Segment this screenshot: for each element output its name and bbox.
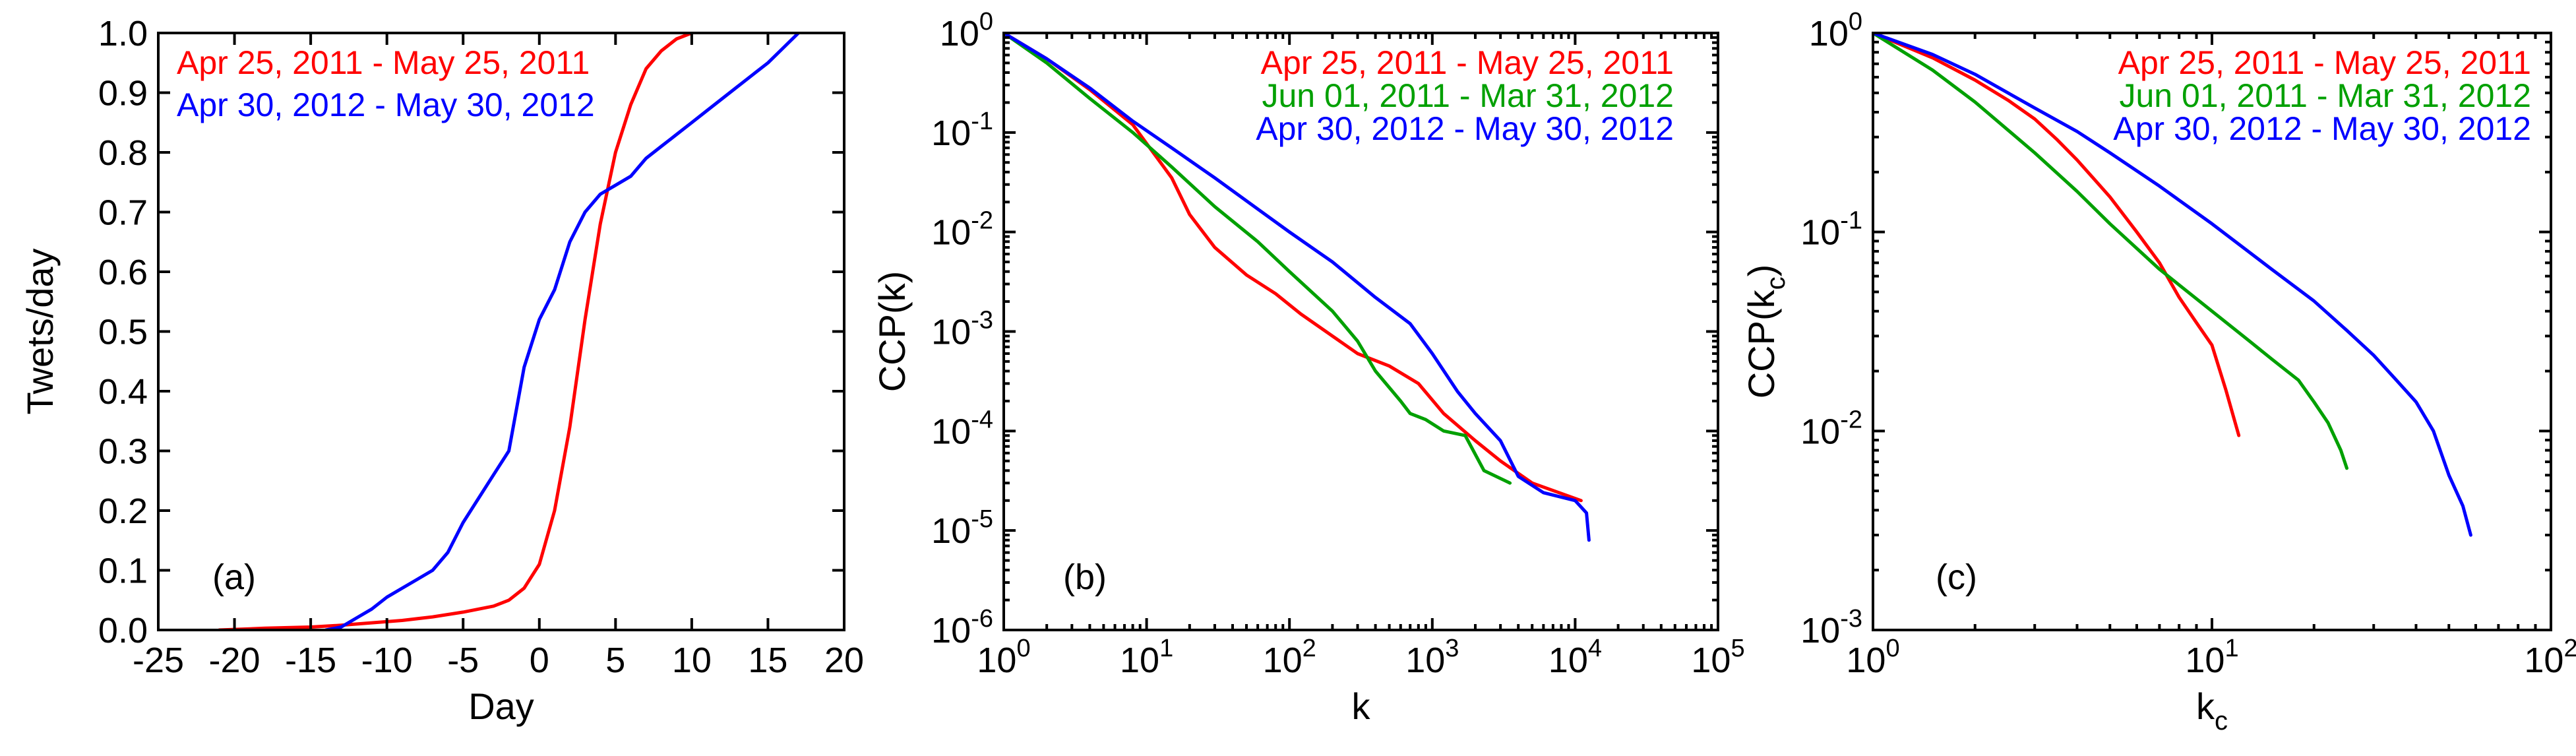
y-tick-label-b: 10-4	[931, 406, 993, 451]
x-tick-label-a: -20	[209, 641, 261, 680]
x-tick-label-b: 101	[1120, 635, 1173, 680]
series-line-b-0	[1004, 33, 1583, 503]
x-tick-label-b: 105	[1691, 635, 1744, 680]
y-tick-label-a: 0.3	[98, 432, 148, 472]
legend-entry-b-0: Apr 25, 2011 - May 25, 2011	[1261, 44, 1674, 81]
legend-entry-a-1: Apr 30, 2012 - May 30, 2012	[177, 86, 595, 123]
x-tick-label-a: -10	[361, 641, 413, 680]
series-line-b-2	[1004, 33, 1591, 542]
x-tick-label-b: 100	[977, 635, 1030, 680]
x-axis-title-a: Day	[468, 685, 534, 727]
x-tick-label-c: 102	[2524, 635, 2576, 680]
y-axis-title-a: Twets/day	[19, 248, 61, 414]
y-tick-label-c: 10-1	[1800, 207, 1862, 253]
panel-label-a: (a)	[212, 557, 256, 597]
x-tick-label-c: 101	[2185, 635, 2238, 680]
series-line-c-1	[1873, 33, 2348, 470]
y-tick-label-b: 100	[940, 8, 993, 53]
x-tick-label-a: 15	[748, 641, 787, 680]
y-tick-label-a: 0.6	[98, 253, 148, 292]
x-tick-label-a: 20	[824, 641, 864, 680]
series-line-c-0	[1873, 33, 2241, 437]
x-tick-label-a: 5	[605, 641, 625, 680]
legend-entry-b-1: Jun 01, 2011 - Mar 31, 2012	[1262, 77, 1674, 114]
y-tick-label-a: 0.5	[98, 313, 148, 352]
x-tick-label-a: -25	[133, 641, 184, 680]
y-tick-label-a: 1.0	[98, 14, 148, 53]
y-tick-label-a: 0.4	[98, 372, 148, 412]
series-line-c-2	[1873, 33, 2472, 537]
legend-entry-c-2: Apr 30, 2012 - May 30, 2012	[2113, 110, 2531, 147]
x-axis-title-c: kc	[2196, 685, 2228, 736]
y-tick-label-a: 0.8	[98, 133, 148, 173]
x-axis-title-b: k	[1352, 685, 1371, 727]
y-tick-label-b: 10-3	[931, 307, 993, 352]
y-tick-label-a: 0.9	[98, 74, 148, 113]
y-tick-label-b: 10-5	[931, 505, 993, 551]
x-tick-label-a: -15	[285, 641, 336, 680]
y-tick-label-c: 10-3	[1800, 605, 1862, 650]
legend-entry-a-0: Apr 25, 2011 - May 25, 2011	[177, 44, 590, 81]
y-tick-label-c: 10-2	[1800, 406, 1862, 451]
y-tick-label-a: 0.0	[98, 611, 148, 650]
y-tick-label-b: 10-6	[931, 605, 993, 650]
legend-entry-c-0: Apr 25, 2011 - May 25, 2011	[2118, 44, 2531, 81]
y-axis-title-b: CCP(k)	[871, 271, 913, 393]
chart-panel-c: 100 101 102 10-3 10-2 10-1 100 kc CCP(kc) Apr 25,…	[1740, 8, 2576, 736]
y-tick-label-c: 100	[1809, 8, 1862, 53]
y-axis-title-c: CCP(kc)	[1740, 265, 1791, 399]
y-tick-label-a: 0.7	[98, 193, 148, 233]
chart-panel-b: 100 101 102 103 104 105 10-6 10-5 10-4 10-3 10-2 10…	[871, 8, 1745, 727]
series-line-a-1	[324, 33, 801, 630]
y-tick-label-b: 10-1	[931, 108, 993, 153]
y-tick-label-b: 10-2	[931, 207, 993, 253]
x-tick-label-a: 10	[672, 641, 712, 680]
x-tick-label-b: 102	[1263, 635, 1316, 680]
legend-entry-c-1: Jun 01, 2011 - Mar 31, 2012	[2120, 77, 2532, 114]
y-tick-label-a: 0.1	[98, 551, 148, 591]
panel-label-c: (c)	[1936, 557, 1977, 597]
series-line-a-0	[217, 33, 694, 630]
x-tick-label-b: 104	[1549, 635, 1602, 680]
x-tick-label-a: 0	[530, 641, 549, 680]
chart-panel-a: -25 -20 -15 -10 -5 0 5 10 15 20 0.0 0.1 0.2 0.3 0.4 0.5…	[19, 14, 864, 727]
legend-entry-b-2: Apr 30, 2012 - May 30, 2012	[1256, 110, 1674, 147]
x-tick-label-b: 103	[1405, 635, 1459, 680]
x-tick-label-c: 100	[1846, 635, 1899, 680]
y-tick-label-a: 0.2	[98, 491, 148, 531]
panel-label-b: (b)	[1063, 557, 1107, 597]
series-line-b-1	[1004, 33, 1512, 485]
x-tick-label-a: -5	[447, 641, 479, 680]
